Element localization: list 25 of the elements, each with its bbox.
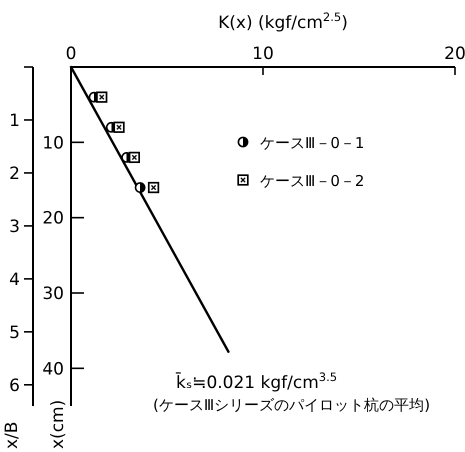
y2-tick-label: 5 (9, 322, 20, 343)
y-tick-label: 40 (42, 359, 64, 380)
legend-label: ケースⅢ－0－1 (260, 134, 364, 152)
y-tick-label: 20 (42, 208, 64, 229)
annotation: (ケースⅢシリーズのパイロット杭の平均) (153, 396, 430, 414)
y2-tick-label: 3 (9, 216, 20, 237)
point (96, 91, 108, 103)
point (134, 182, 146, 193)
y2-axis-title: x/B (2, 422, 22, 449)
y2-tick-label: 1 (9, 110, 20, 131)
point (128, 152, 140, 164)
point (148, 182, 160, 194)
point (113, 122, 125, 133)
y-tick-label: 10 (42, 133, 64, 154)
annotation: k̄ₛ≒0.021 kgf/cm$^{3.5}$ (176, 370, 338, 393)
y2-tick-label: 6 (9, 376, 20, 396)
y2-tick-label: 4 (9, 270, 20, 290)
y-axis-title: x(cm) (48, 400, 68, 449)
x-axis-title: K(x) (kgf/cm$^{2.5}$) (218, 10, 348, 33)
x-tick-label: 20 (444, 44, 465, 64)
x-tick-label: 10 (252, 44, 274, 64)
y2-tick-label: 2 (9, 164, 20, 184)
x-tick-label: 0 (66, 44, 76, 64)
legend-label: ケースⅢ－0－2 (260, 172, 364, 190)
y-tick-label: 30 (42, 284, 64, 304)
